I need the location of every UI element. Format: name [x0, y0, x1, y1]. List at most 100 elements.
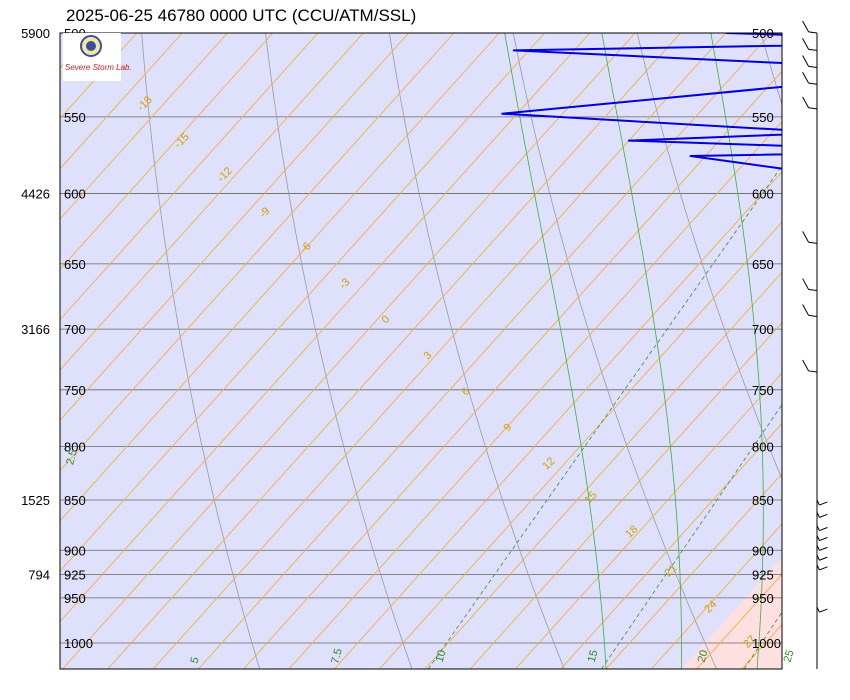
wind-barb-flag [802, 359, 810, 372]
chart-title: 2025-06-25 46780 0000 UTC (CCU/ATM/SSL) [66, 6, 417, 25]
wind-barb-shaft [816, 564, 820, 571]
wind-barb-flag [802, 231, 810, 243]
wind-barb-flag [802, 96, 810, 108]
wind-barb-flag [819, 537, 828, 542]
isotherm-line [243, 70, 782, 669]
wind-barb-flag [802, 38, 810, 50]
height-label: 794 [28, 567, 50, 582]
height-label: 1525 [21, 493, 50, 508]
logo-text: Severe Storm Lab. [65, 63, 132, 72]
wind-barb-shaft [808, 314, 818, 317]
pressure-label-right: 800 [752, 440, 774, 455]
isotherm-line [333, 171, 782, 669]
pressure-label-right: 950 [752, 591, 774, 606]
wind-barb-shaft [816, 554, 820, 561]
pressure-label-left: 750 [64, 383, 86, 398]
wind-barb-shaft [808, 288, 818, 292]
pressure-label-right: 550 [752, 110, 774, 125]
wind-barb-shaft [808, 82, 818, 85]
isotherm-line [651, 523, 782, 669]
mixing-ratio-label: 20 [696, 649, 711, 664]
cold-region [60, 33, 782, 669]
wind-barb-shaft [808, 370, 818, 373]
isotherm-line [379, 221, 782, 669]
isotherm-line [60, 33, 364, 371]
wind-barb-flag [819, 501, 828, 506]
isotherm-line [60, 33, 591, 623]
isotherm-line [60, 33, 410, 421]
dry-adiabat [636, 33, 782, 481]
pressure-label-left: 650 [64, 257, 86, 272]
wind-barb-shaft [808, 48, 818, 51]
pressure-label-right: 925 [752, 567, 774, 582]
height-label: 3166 [21, 322, 50, 337]
height-label: 4426 [21, 186, 50, 201]
wind-barb-flag [802, 20, 810, 33]
mixing-ratio-label: 15 [586, 649, 601, 664]
mixing-ratio-label: 25 [782, 649, 797, 664]
pressure-label-right: 900 [752, 543, 774, 558]
wind-barb-shaft [808, 65, 818, 69]
wind-barb-flag [802, 278, 810, 290]
moist-adiabat [504, 33, 607, 669]
mixing-ratio-line [427, 165, 782, 669]
mixing-ratio-label: 7.5 [329, 647, 345, 665]
isotherm-line [560, 422, 782, 669]
pressure-label-left: 850 [64, 493, 86, 508]
pressure-label-left: 1000 [64, 636, 93, 651]
wind-barb-flag [819, 608, 828, 613]
isotherm-line [515, 372, 782, 669]
isotherm-line [60, 33, 183, 170]
logo-seal-icon [80, 35, 102, 57]
wind-barb-shaft [808, 107, 818, 110]
moist-adiabat [601, 33, 682, 669]
isotherm-line [60, 33, 228, 220]
pressure-label-right: 600 [752, 186, 774, 201]
mixing-ratio-line [833, 33, 850, 669]
plot-frame [59, 32, 783, 670]
isotherm-line [152, 33, 727, 669]
pressure-label-right: 700 [752, 322, 774, 337]
wind-barb-flag [802, 72, 810, 84]
wind-barb-shaft [816, 545, 820, 551]
isotherm-line [62, 33, 636, 669]
pressure-label-left: 925 [64, 567, 86, 582]
isotherm-line [605, 472, 782, 669]
dry-adiabat [512, 33, 717, 669]
pressure-label-left: 550 [64, 110, 86, 125]
wind-barb-flag [819, 513, 828, 518]
moist-adiabat [833, 33, 850, 669]
dry-adiabat [141, 33, 261, 669]
wind-barb-shaft [816, 499, 820, 506]
isotherm-line [60, 33, 545, 572]
mixing-ratio-label: 5 [189, 656, 202, 665]
wind-barb-shaft [808, 31, 818, 34]
isotherm-line [424, 271, 782, 669]
logo: Severe Storm Lab. [63, 33, 132, 81]
pressure-label-right: 650 [752, 257, 774, 272]
isotherm-line [60, 33, 274, 270]
isotherm-line [833, 33, 850, 669]
dry-adiabat [265, 33, 413, 669]
isotherm-line [288, 120, 782, 669]
pressure-label-left: 700 [64, 322, 86, 337]
pressure-label-right: 1000 [752, 636, 781, 651]
moist-adiabat [710, 33, 764, 669]
isotherm-line [787, 33, 850, 669]
pressure-label-left: 800 [64, 440, 86, 455]
height-label: 5900 [21, 26, 50, 41]
wind-barb-flag [819, 566, 828, 571]
wind-barb-flag [802, 304, 810, 316]
pressure-label-left: 950 [64, 591, 86, 606]
wind-barb-shaft [808, 241, 818, 244]
isotherm-line [107, 33, 681, 669]
mixing-ratio-label: 2.5 [64, 448, 80, 466]
pressure-label-right: 750 [752, 383, 774, 398]
wind-barb-flag [802, 55, 810, 67]
wind-barb-flag [819, 546, 828, 551]
wind-barb-shaft [816, 512, 820, 518]
isotherm-line [60, 33, 455, 472]
wind-barb-flag [819, 527, 828, 532]
pressure-label-right: 850 [752, 493, 774, 508]
